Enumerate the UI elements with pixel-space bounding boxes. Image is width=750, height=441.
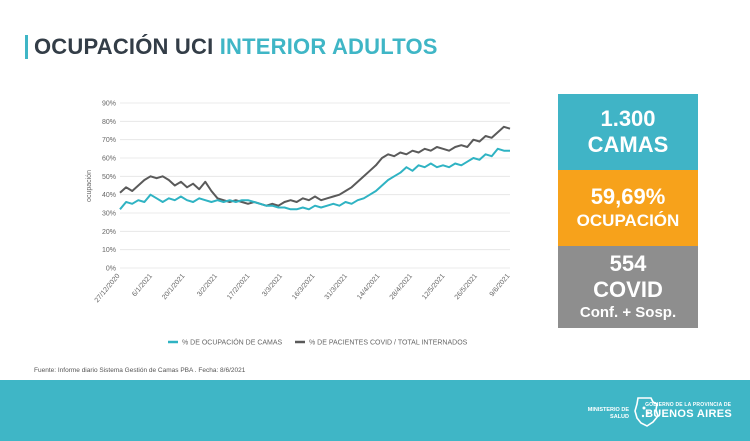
chart-series [119,125,511,211]
x-tick-label: 16/3/2021 [291,273,316,301]
x-tick-label: 20/1/2021 [161,273,186,301]
covid-label: COVID [593,277,663,302]
province-map-icon [634,397,659,427]
ministerio-line-2: SALUD [610,414,629,420]
covid-detail: Conf. + Sosp. [579,304,677,321]
x-tick-label: 3/2/2021 [196,273,219,298]
x-tick-label: 28/4/2021 [389,273,414,301]
y-tick-label: 60% [102,156,116,163]
gobierno-logo-text: GOBIERNO DE LA PROVINCIA DE BUENOS AIRES [645,402,732,420]
ocupacion-label: OCUPACIÓN [576,211,680,230]
y-axis-label: ocupación [86,170,93,202]
x-tick-label: 31/3/2021 [324,273,349,301]
x-tick-label: 9/6/2021 [489,273,512,298]
ocupacion-card: 59,69% OCUPACIÓN [558,170,698,246]
y-tick-label: 40% [102,192,116,199]
title-accent-bar [25,35,28,59]
chart-grid [120,102,510,269]
x-axis-ticks: 27/12/2020 6/1/2021 20/1/2021 3/2/2021 17/2/… [94,273,512,304]
series-line-0 [119,147,510,211]
footer-bar: MINISTERIO DE SALUD GOBIERNO DE LA PROVI… [0,380,750,441]
y-tick-label: 20% [102,229,116,236]
camas-value: 1.300 [600,106,656,131]
camas-label: CAMAS [587,132,669,157]
y-tick-label: 50% [102,174,116,181]
y-tick-label: 10% [102,247,116,254]
x-tick-label: 12/5/2021 [421,273,446,301]
gobierno-line-2: BUENOS AIRES [645,408,732,420]
title-part-2: INTERIOR ADULTOS [219,34,438,59]
x-tick-label: 14/4/2021 [356,273,381,301]
ocupacion-value: 59,69% [590,184,666,209]
covid-value: 554 [609,251,647,276]
x-tick-label: 6/1/2021 [131,273,154,298]
legend-label: % DE OCUPACIÓN DE CAMAS [182,338,283,347]
x-tick-label: 26/5/2021 [454,273,479,301]
ministerio-line-1: MINISTERIO DE [587,407,629,413]
page-title: OCUPACIÓN UCI INTERIOR ADULTOS [34,34,438,60]
y-tick-label: 30% [102,211,116,218]
covid-card: 554 COVID Conf. + Sosp. [558,246,698,328]
gobierno-line-1: GOBIERNO DE LA PROVINCIA DE [645,402,732,408]
y-tick-label: 80% [102,119,116,126]
y-tick-label: 0% [106,266,116,273]
y-tick-label: 70% [102,137,116,144]
x-tick-label: 3/3/2021 [261,273,284,298]
title-block: OCUPACIÓN UCI INTERIOR ADULTOS [25,34,438,60]
camas-card: 1.300 CAMAS [558,94,698,170]
ministerio-label: MINISTERIO DE SALUD [588,407,629,421]
source-note: Fuente: Informe diario Sistema Gestión d… [34,367,246,374]
x-tick-label: 27/12/2020 [94,273,122,304]
x-tick-label: 17/2/2021 [226,273,251,301]
y-axis-ticks: 0% 10% 20% 30% 40% 50% 60% 70% 80% 90% [102,101,116,273]
series-line-1 [119,125,511,207]
y-tick-label: 90% [102,101,116,108]
chart-legend: % DE OCUPACIÓN DE CAMAS % DE PACIENTES CO… [168,338,468,347]
legend-label: % DE PACIENTES COVID / TOTAL INTERNADOS [309,340,468,347]
title-part-1: OCUPACIÓN UCI [34,34,214,59]
